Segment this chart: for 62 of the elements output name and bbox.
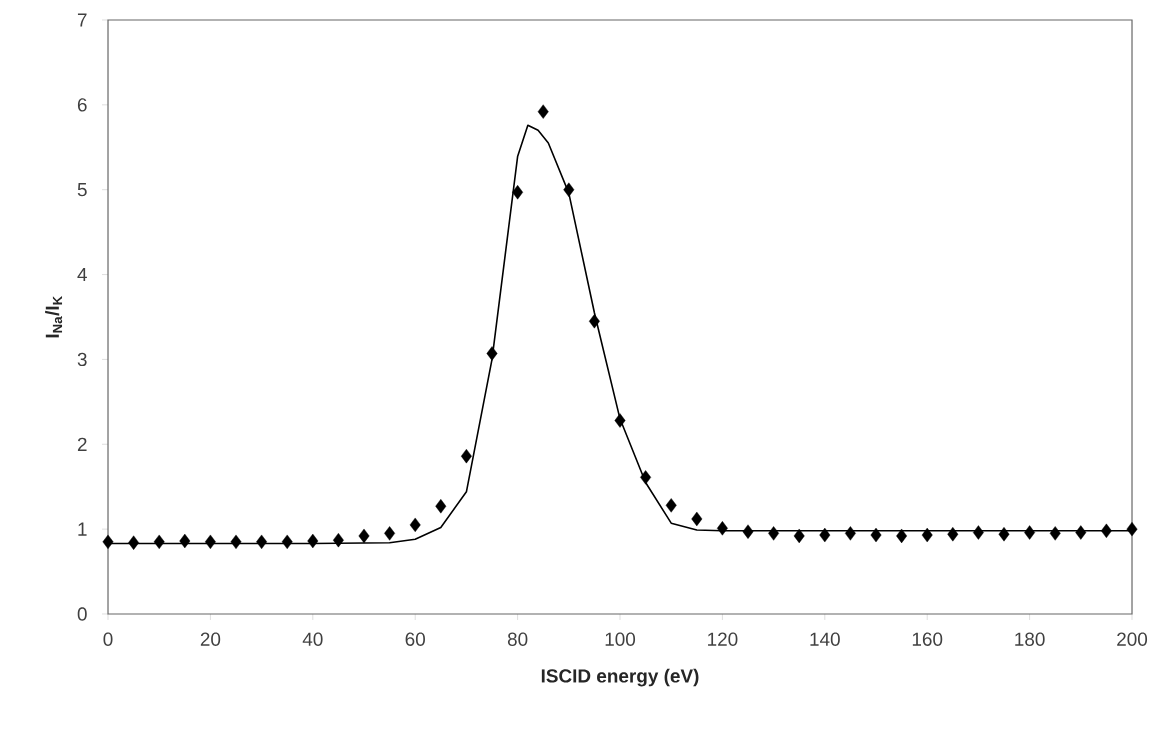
point	[665, 498, 677, 513]
point	[563, 182, 575, 197]
point	[409, 517, 421, 533]
point	[742, 524, 754, 539]
x-axis-title: ISCID energy (eV)	[541, 668, 699, 687]
point	[793, 528, 805, 544]
point	[435, 499, 447, 514]
point	[588, 314, 600, 329]
y-axis-title: I$_{Na}$/I$_{K}$	[45, 295, 63, 338]
point	[358, 528, 370, 544]
point	[870, 527, 882, 543]
point	[1126, 521, 1138, 537]
point	[307, 533, 319, 549]
point	[153, 534, 165, 550]
x-tick-label: 140	[810, 632, 840, 646]
x-tick-label: 120	[708, 632, 738, 646]
point	[640, 470, 652, 485]
y-tick-label: 5	[77, 183, 87, 197]
point	[512, 185, 524, 200]
x-tick-label: 160	[912, 632, 943, 646]
point	[844, 526, 856, 541]
y-tick-label: 0	[77, 607, 87, 621]
point	[460, 448, 472, 464]
x-tick-label: 200	[1117, 632, 1148, 646]
point	[102, 534, 114, 550]
y-tick-label: 6	[77, 98, 87, 112]
point	[998, 527, 1010, 542]
point	[486, 346, 498, 361]
point	[230, 534, 242, 550]
point	[537, 104, 549, 119]
point	[691, 511, 703, 527]
point	[1024, 525, 1036, 540]
point	[256, 534, 268, 550]
point	[281, 534, 293, 550]
y-tick-label: 1	[78, 522, 87, 536]
y-tick-label: 2	[77, 437, 87, 451]
point	[1100, 523, 1112, 538]
point	[128, 535, 140, 550]
y-tick-label: 3	[77, 352, 87, 367]
x-tick-label: 0	[103, 632, 113, 646]
point	[947, 527, 959, 542]
point	[819, 527, 831, 543]
point	[1075, 525, 1087, 540]
x-tick-label: 40	[302, 632, 323, 646]
x-tick-label: 180	[1015, 632, 1045, 646]
x-tick-label: 20	[200, 632, 221, 646]
point	[972, 525, 984, 540]
point	[384, 526, 396, 541]
point	[1049, 526, 1061, 541]
point	[768, 526, 780, 541]
point	[332, 532, 344, 548]
x-tick-label: 80	[507, 632, 528, 646]
x-tick-label: 60	[405, 632, 425, 646]
x-tick-label: 100	[605, 632, 636, 646]
point	[896, 528, 908, 544]
point	[204, 534, 216, 550]
point	[614, 413, 626, 428]
y-tick-label: 7	[77, 13, 87, 27]
y-tick-label: 4	[77, 268, 87, 282]
point	[179, 533, 191, 549]
point	[716, 521, 728, 536]
point	[921, 527, 933, 543]
